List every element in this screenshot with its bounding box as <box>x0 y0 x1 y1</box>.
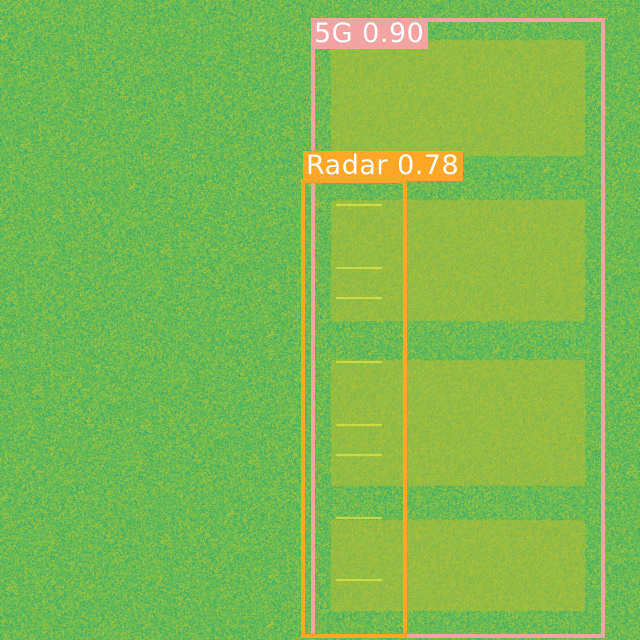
detection-label-5g: 5G 0.90 <box>311 19 429 49</box>
detection-box-5g <box>311 18 605 638</box>
detection-label-radar: Radar 0.78 <box>303 151 464 181</box>
detection-box-radar <box>301 179 407 638</box>
